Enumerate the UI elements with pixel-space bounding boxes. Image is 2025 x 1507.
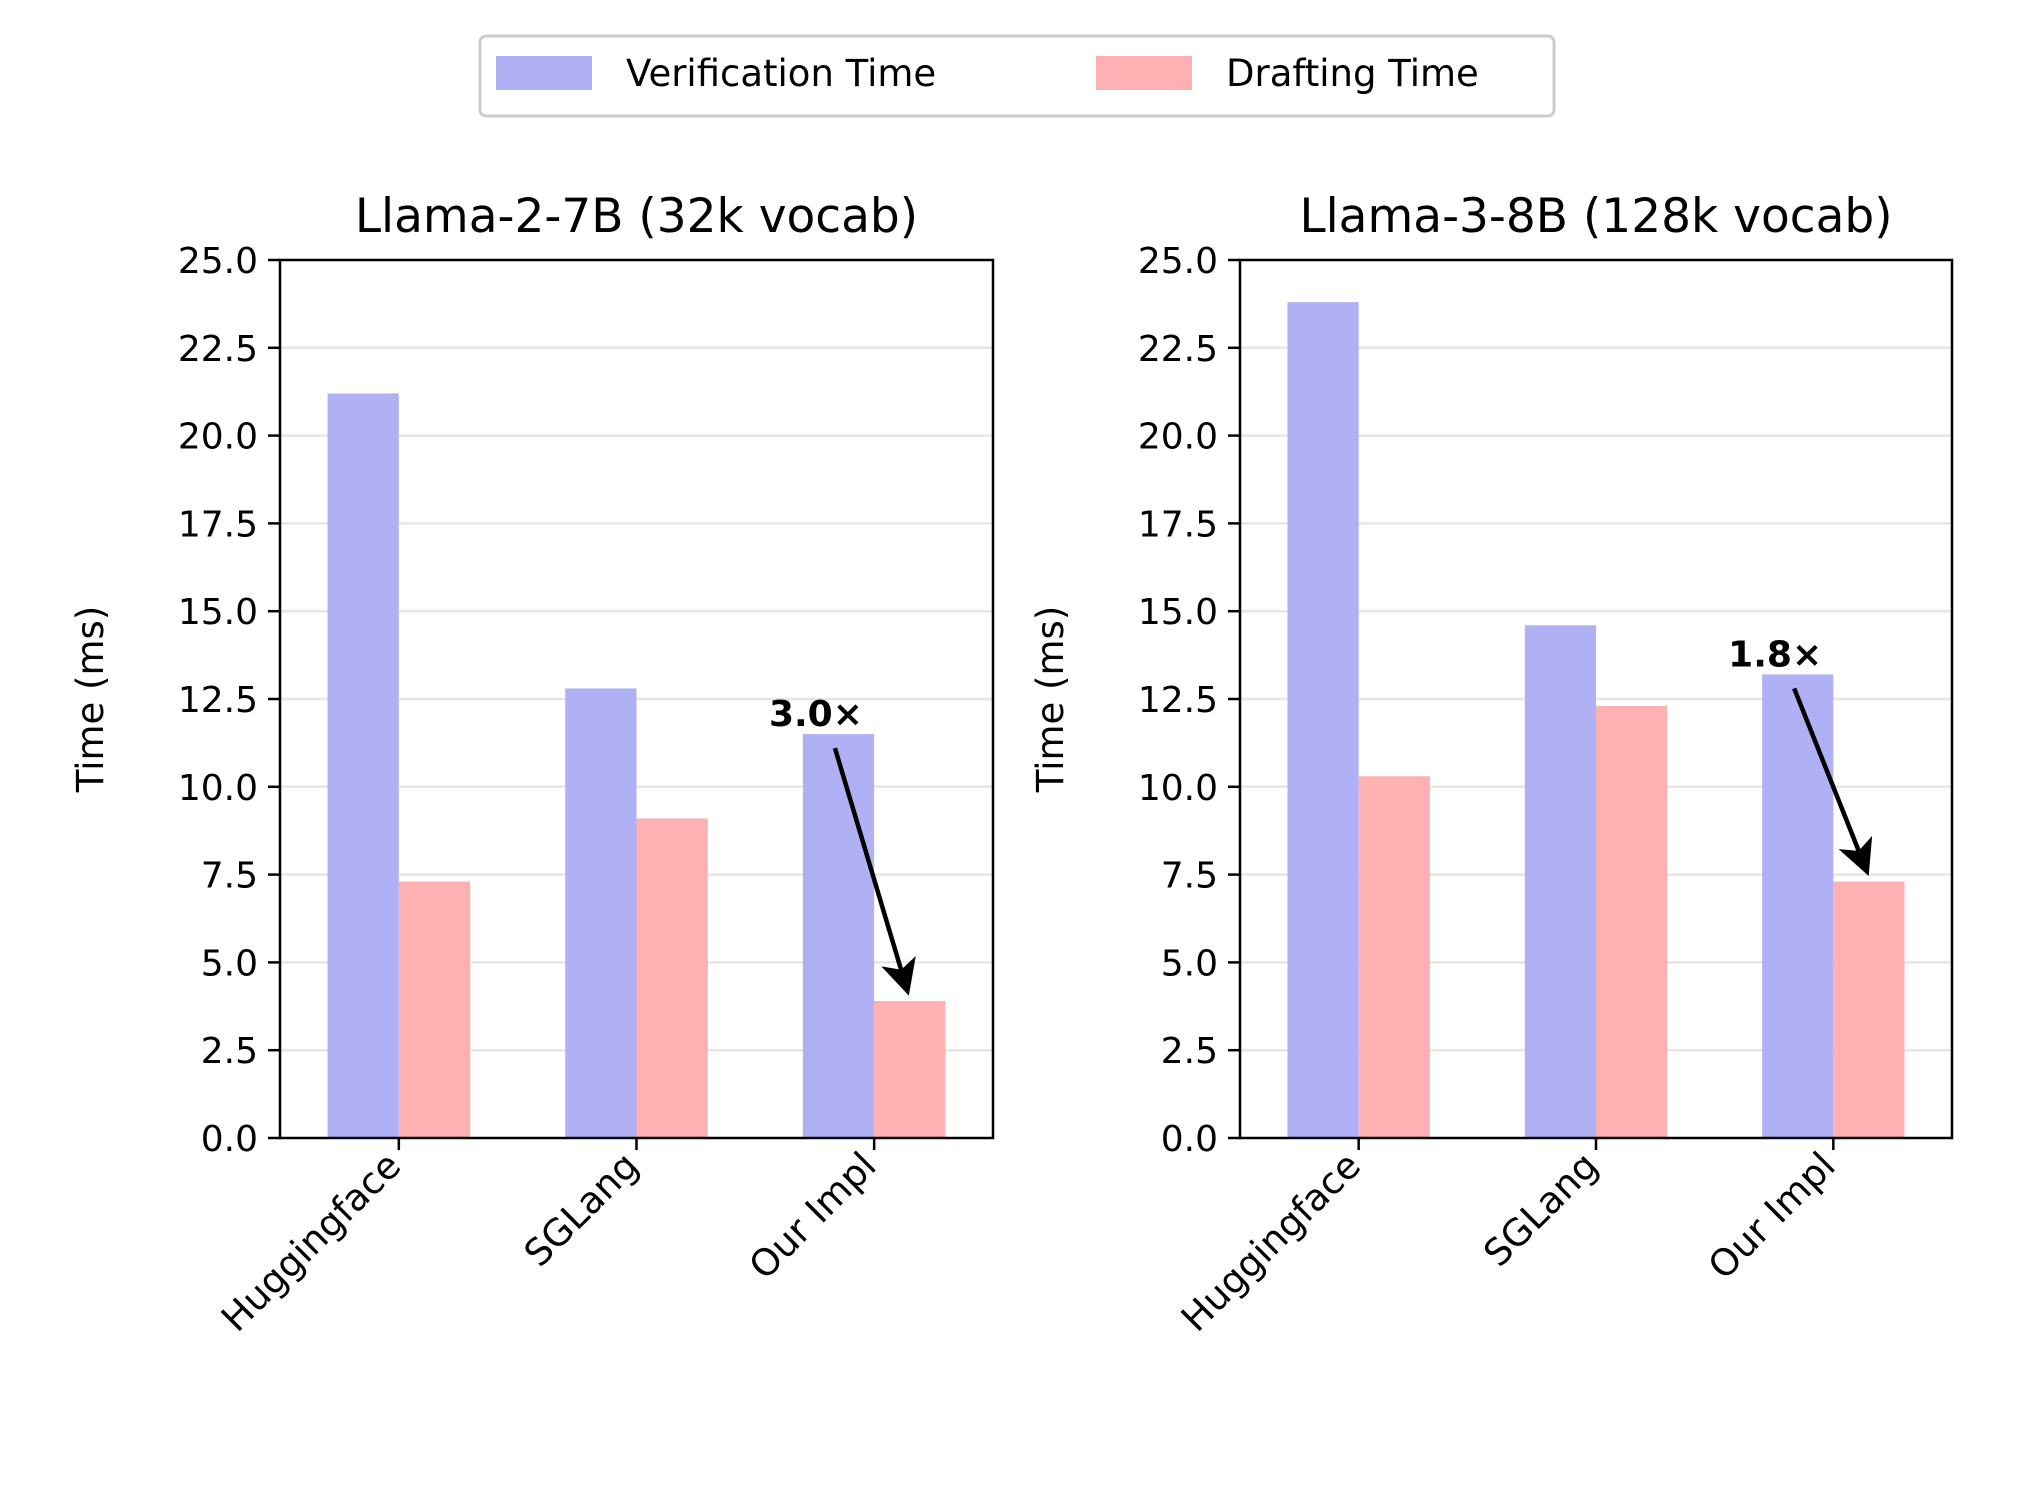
bar-drafting-huggingface <box>1358 776 1430 1138</box>
bar-drafting-sglang <box>1596 706 1668 1138</box>
y-tick-label: 17.5 <box>1138 504 1218 545</box>
legend: Verification Time Drafting Time <box>478 34 1556 118</box>
y-tick-label: 7.5 <box>1161 856 1218 897</box>
bar-verification-sglang <box>1524 625 1596 1138</box>
y-tick-label: 12.5 <box>178 680 258 721</box>
bar-drafting-our-impl <box>874 1001 946 1138</box>
y-tick-label: 22.5 <box>178 329 258 370</box>
y-axis-label: Time (ms) <box>1029 606 1072 794</box>
x-tick-label-huggingface: Huggingface <box>1173 1144 1369 1340</box>
chart-panel-1: 0.0 2.5 5.0 7.5 10.0 12.5 15.0 17.5 20.0 22.5 25.0… <box>69 189 995 1340</box>
legend-swatch-verification <box>496 56 592 90</box>
y-tick-label: 0.0 <box>1161 1119 1218 1160</box>
y-tick-label: 25.0 <box>178 241 258 282</box>
bar-verification-our-impl <box>1762 674 1834 1138</box>
x-tick-label-huggingface: Huggingface <box>213 1144 409 1340</box>
x-tick-label-sglang: SGLang <box>516 1144 647 1275</box>
chart-title: Llama-3-8B (128k vocab) <box>1299 189 1892 244</box>
y-tick-label: 17.5 <box>178 504 258 545</box>
y-tick-label: 12.5 <box>1138 680 1218 721</box>
y-tick-label: 5.0 <box>1161 943 1218 984</box>
annotation-speedup: 3.0× <box>769 694 863 735</box>
y-tick-label: 15.0 <box>178 592 258 633</box>
y-tick-label: 2.5 <box>201 1031 258 1072</box>
annotation-speedup: 1.8× <box>1728 634 1822 675</box>
y-tick-label: 25.0 <box>1138 241 1218 282</box>
chart-title: Llama-2-7B (32k vocab) <box>355 189 918 244</box>
y-tick-label: 22.5 <box>1138 329 1218 370</box>
annotation-arrow <box>1792 687 1873 876</box>
y-tick-label: 10.0 <box>1138 768 1218 809</box>
annotation-arrow <box>832 747 916 996</box>
y-tick-label: 0.0 <box>201 1119 258 1160</box>
y-axis-label: Time (ms) <box>69 606 112 794</box>
bar-verification-sglang <box>565 688 637 1138</box>
y-tick-label: 20.0 <box>1138 417 1218 458</box>
legend-label-verification: Verification Time <box>626 52 936 95</box>
legend-label-drafting: Drafting Time <box>1226 52 1479 95</box>
y-tick-label: 10.0 <box>178 768 258 809</box>
y-tick-label: 20.0 <box>178 417 258 458</box>
bar-verification-our-impl <box>802 734 875 1138</box>
x-tick-label-our-impl: Our Impl <box>741 1144 885 1288</box>
legend-frame <box>478 34 1556 118</box>
x-tick-label-sglang: SGLang <box>1475 1144 1606 1275</box>
bar-drafting-our-impl <box>1833 881 1905 1138</box>
x-tick-label-our-impl: Our Impl <box>1700 1144 1844 1288</box>
chart-panel-2: 0.0 2.5 5.0 7.5 10.0 12.5 15.0 17.5 20.0 22.5 25.0… <box>1029 189 1954 1340</box>
bar-verification-huggingface <box>1287 302 1359 1138</box>
bar-verification-huggingface <box>327 393 399 1138</box>
bar-drafting-huggingface <box>398 881 471 1138</box>
y-tick-label: 15.0 <box>1138 592 1218 633</box>
y-tick-label: 5.0 <box>201 943 258 984</box>
y-tick-label: 7.5 <box>201 856 258 897</box>
legend-swatch-drafting <box>1096 56 1192 90</box>
y-tick-label: 2.5 <box>1161 1031 1218 1072</box>
bar-drafting-sglang <box>636 818 708 1138</box>
